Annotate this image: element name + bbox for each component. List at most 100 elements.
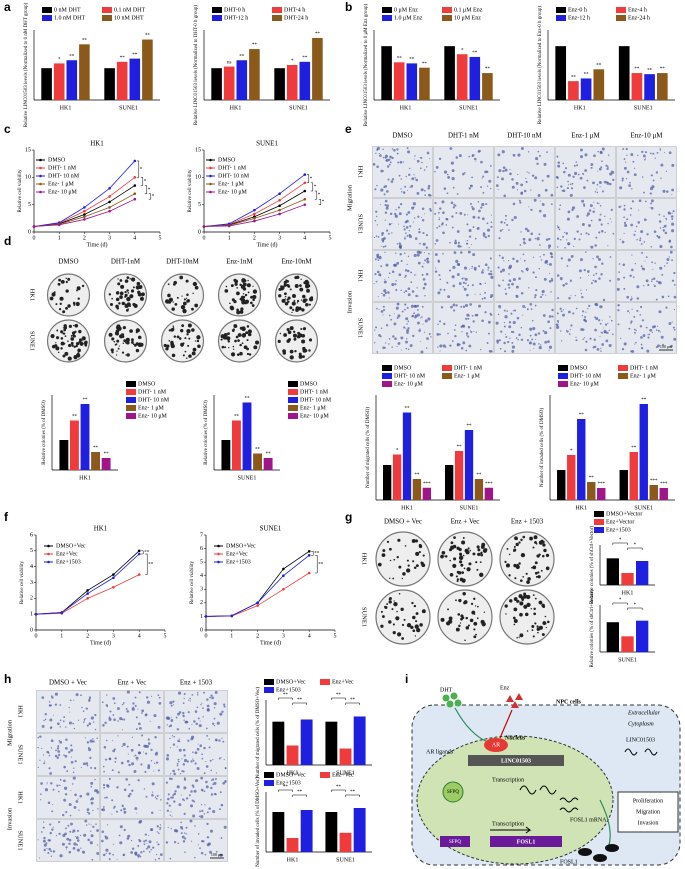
cell [557,274,560,277]
cell [592,182,595,185]
legend-label: Enz- 10 μM [48,189,78,195]
cell [654,230,657,233]
legend-swatch [272,7,282,13]
cell [81,707,82,708]
label: FOSL1 [517,839,536,845]
colony [389,600,392,603]
cell [601,230,604,233]
cell [415,295,417,297]
cell [452,340,454,342]
cell [209,746,211,748]
colony [82,285,84,287]
colony [456,628,460,632]
cell [673,272,675,274]
colony [170,328,173,331]
colony [460,614,463,617]
cell [126,710,129,713]
cell [417,322,420,325]
cell [55,703,57,705]
cell [399,253,401,255]
cell [618,206,620,208]
cell [580,155,583,158]
cell [374,342,375,343]
colony [521,553,525,557]
colony [177,335,180,338]
colony [62,280,65,283]
point [138,553,141,556]
colony [301,308,304,311]
cell [193,720,195,722]
cell [604,330,607,333]
cell [624,205,626,207]
cell [637,221,640,224]
cell [674,284,676,286]
cell [101,830,104,833]
cell [126,708,128,710]
cell [502,150,505,153]
cell [571,187,573,189]
y-tick-label: 2 [30,596,33,602]
cell [426,337,429,340]
colony [125,342,127,344]
y-axis-label: Relative cell viability [190,560,195,604]
legend-swatch [288,389,298,395]
legend-swatch [382,373,392,379]
cell [578,238,580,240]
legend-label: DMSO [300,381,318,387]
legend-swatch [442,373,452,379]
group-label: Migration [346,184,353,211]
cell [659,267,662,270]
micrograph [434,251,494,302]
cell [389,338,391,340]
legend-label: DHT- 10 nM [218,173,250,179]
cell [69,851,72,854]
cell [671,223,674,226]
dish-image [500,532,554,586]
colony [253,289,257,293]
cell [605,324,607,326]
cell [568,174,571,177]
cell [505,336,507,338]
cell [496,339,499,342]
cell [132,707,134,709]
cell [516,260,519,263]
cell [56,835,57,836]
colony [292,294,296,298]
colony [297,302,298,303]
cell [380,189,383,192]
cell [121,718,123,720]
cell [668,322,671,325]
y-tick-label: 10 [25,175,31,181]
bracket [331,790,345,792]
cell [166,754,169,757]
cell [401,260,403,262]
colony [240,310,244,314]
colony [378,563,382,567]
line [34,199,135,226]
cell [417,309,419,311]
cell [627,310,629,312]
colony [533,608,535,610]
colony [113,341,115,343]
colony [181,295,182,296]
colony [126,309,129,312]
cell [400,336,403,339]
cell [183,786,186,789]
cell [425,319,428,322]
cell [158,726,161,729]
cell [426,246,428,248]
cell [539,346,542,349]
cell [102,701,104,703]
colony [414,566,417,569]
row-label: HK1 [17,705,24,718]
cell [166,802,168,804]
cell [46,842,48,844]
cell [105,759,107,761]
cell [178,692,181,695]
point [108,210,111,213]
cell [605,165,607,167]
cell [580,233,582,235]
cell [406,331,409,334]
cell [197,748,200,751]
cell [590,246,593,249]
